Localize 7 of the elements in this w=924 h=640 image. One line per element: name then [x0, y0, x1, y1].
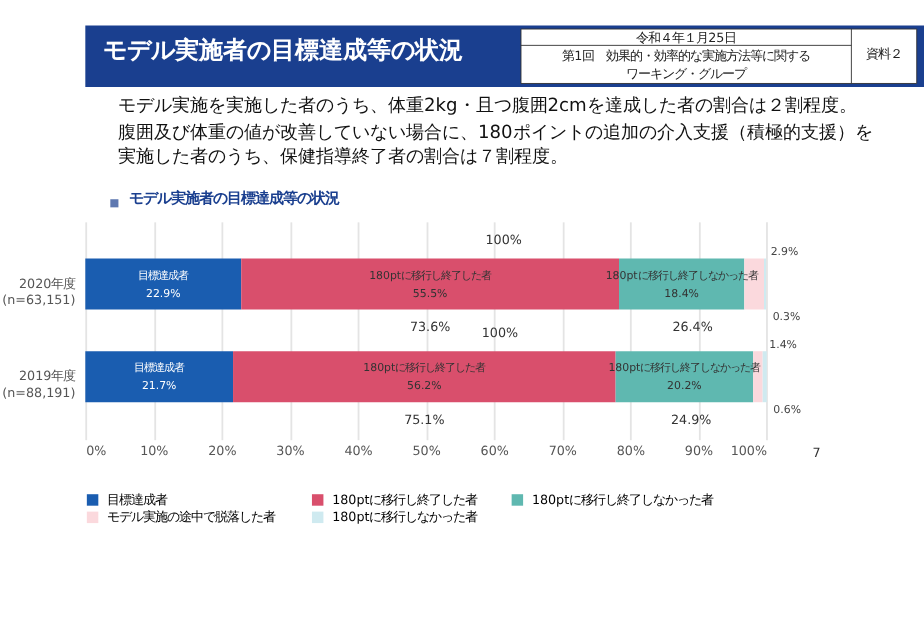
- chart-title: モデル実施者の目標達成等の状況: [128, 189, 339, 208]
- text: モデル実施を実施した者のうち、体重2kg・且つ腹囲2cmを達成した者の割合は２割程度。: [118, 94, 857, 117]
- bar: [85, 258, 242, 310]
- text: 腹囲及び体重の値が改善していない場合に、180ポイントの追加の介入支援（積極的支援）を実施した者のうち、保健指導終了者の割合は７割程度。: [118, 121, 873, 168]
- chart-subtitle: モデル実施者の目標達成等の状況: [103, 36, 464, 65]
- bar: [85, 351, 234, 403]
- bar: [753, 351, 763, 403]
